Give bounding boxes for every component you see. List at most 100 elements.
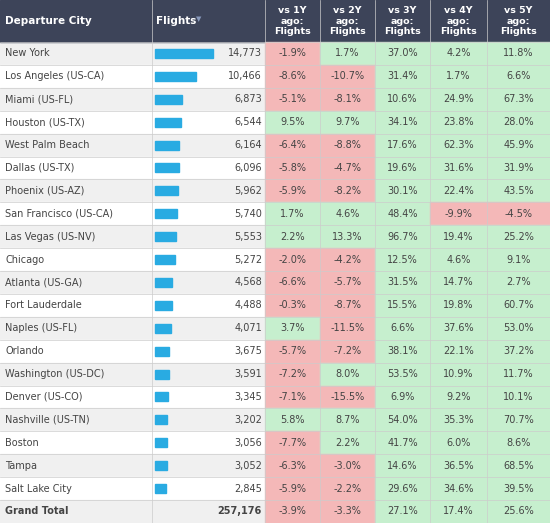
Text: 15.5%: 15.5% [387, 300, 418, 310]
Text: 12.5%: 12.5% [387, 255, 418, 265]
Bar [0, 133, 550, 156]
Text: 53.0%: 53.0% [503, 323, 534, 333]
Text: 96.7%: 96.7% [387, 232, 418, 242]
Text: 23.8%: 23.8% [443, 117, 474, 127]
Text: 3,675: 3,675 [234, 346, 262, 356]
Bar [0, 271, 550, 294]
Bar [320, 65, 375, 88]
Text: 29.6%: 29.6% [387, 484, 418, 494]
Text: -2.2%: -2.2% [333, 484, 361, 494]
Text: 36.5%: 36.5% [443, 461, 474, 471]
Bar [265, 385, 320, 408]
Text: 2.7%: 2.7% [506, 277, 531, 288]
Text: 37.6%: 37.6% [443, 323, 474, 333]
Text: -0.3%: -0.3% [278, 300, 306, 310]
Bar [320, 385, 375, 408]
Bar [375, 317, 430, 340]
Text: -5.8%: -5.8% [278, 163, 306, 173]
Bar [320, 340, 375, 362]
Text: Atlanta (US-GA): Atlanta (US-GA) [5, 277, 82, 288]
Text: 43.5%: 43.5% [503, 186, 534, 196]
Bar [430, 179, 487, 202]
Bar [430, 225, 487, 248]
Text: -5.9%: -5.9% [278, 484, 306, 494]
Text: 19.8%: 19.8% [443, 300, 474, 310]
Text: 45.9%: 45.9% [503, 140, 534, 150]
Bar [487, 179, 550, 202]
Bar [320, 42, 375, 65]
Bar [265, 454, 320, 477]
Bar [155, 72, 196, 81]
Text: 4.6%: 4.6% [446, 255, 471, 265]
Text: 34.6%: 34.6% [443, 484, 474, 494]
Text: 6,164: 6,164 [234, 140, 262, 150]
Text: -5.7%: -5.7% [333, 277, 361, 288]
Text: Las Vegas (US-NV): Las Vegas (US-NV) [5, 232, 95, 242]
Text: -8.8%: -8.8% [333, 140, 361, 150]
Bar [430, 385, 487, 408]
Text: 28.0%: 28.0% [503, 117, 534, 127]
Text: 3,056: 3,056 [234, 438, 262, 448]
Bar [375, 111, 430, 133]
Bar [430, 42, 487, 65]
Text: -7.2%: -7.2% [333, 346, 361, 356]
Text: -4.2%: -4.2% [333, 255, 361, 265]
Text: Boston: Boston [5, 438, 38, 448]
Text: 6.6%: 6.6% [390, 323, 415, 333]
Bar [487, 225, 550, 248]
Text: 257,176: 257,176 [218, 506, 262, 516]
Bar [265, 202, 320, 225]
Bar [487, 156, 550, 179]
Text: -9.9%: -9.9% [444, 209, 472, 219]
Bar [0, 340, 550, 362]
Text: Tampa: Tampa [5, 461, 37, 471]
Text: 8.7%: 8.7% [336, 415, 360, 425]
Bar [265, 42, 320, 65]
Text: -6.3%: -6.3% [278, 461, 306, 471]
Bar [0, 362, 550, 385]
Bar [487, 65, 550, 88]
Text: 53.5%: 53.5% [387, 369, 418, 379]
Text: 22.1%: 22.1% [443, 346, 474, 356]
Text: 9.7%: 9.7% [336, 117, 360, 127]
Text: Departure City: Departure City [5, 16, 92, 26]
Text: 8.0%: 8.0% [336, 369, 360, 379]
Bar [430, 477, 487, 500]
Text: Nashville (US-TN): Nashville (US-TN) [5, 415, 90, 425]
Bar [155, 370, 169, 379]
Text: Phoenix (US-AZ): Phoenix (US-AZ) [5, 186, 84, 196]
Bar [487, 111, 550, 133]
Bar [487, 477, 550, 500]
Bar [265, 111, 320, 133]
Text: 10,466: 10,466 [228, 71, 262, 82]
Text: 60.7%: 60.7% [503, 300, 534, 310]
Bar [320, 362, 375, 385]
Text: 31.9%: 31.9% [503, 163, 534, 173]
Bar [0, 42, 550, 65]
Text: 4,071: 4,071 [234, 323, 262, 333]
Bar [265, 225, 320, 248]
Text: 24.9%: 24.9% [443, 94, 474, 104]
Text: 6,873: 6,873 [234, 94, 262, 104]
Bar [375, 202, 430, 225]
Text: 31.6%: 31.6% [443, 163, 474, 173]
Bar [320, 156, 375, 179]
Text: -8.2%: -8.2% [333, 186, 361, 196]
Text: 10.6%: 10.6% [387, 94, 418, 104]
Text: 3,345: 3,345 [234, 392, 262, 402]
Bar [487, 385, 550, 408]
Bar [0, 500, 550, 523]
Bar [430, 111, 487, 133]
Text: -7.1%: -7.1% [278, 392, 306, 402]
Bar [375, 385, 430, 408]
Bar [375, 88, 430, 111]
Text: -6.4%: -6.4% [278, 140, 306, 150]
Text: -8.6%: -8.6% [278, 71, 306, 82]
Text: 3,052: 3,052 [234, 461, 262, 471]
Text: 39.5%: 39.5% [503, 484, 534, 494]
Bar [320, 179, 375, 202]
Bar [155, 301, 172, 310]
Text: 5.8%: 5.8% [280, 415, 305, 425]
Text: -7.2%: -7.2% [278, 369, 306, 379]
Bar [430, 340, 487, 362]
